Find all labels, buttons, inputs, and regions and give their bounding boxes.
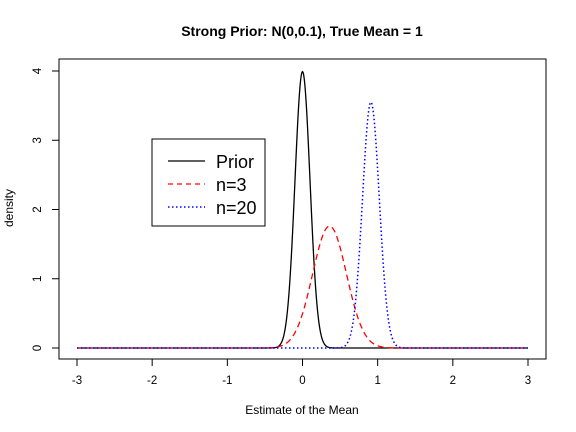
x-axis-label: Estimate of the Mean bbox=[245, 403, 358, 417]
chart-title: Strong Prior: N(0,0.1), True Mean = 1 bbox=[181, 23, 423, 39]
y-tick-label: 0 bbox=[32, 345, 44, 351]
x-tick-label: -3 bbox=[72, 375, 82, 387]
y-tick-label: 4 bbox=[32, 67, 44, 74]
x-tick-label: 0 bbox=[299, 375, 305, 387]
series-line-0 bbox=[77, 70, 528, 349]
y-tick-label: 3 bbox=[32, 137, 44, 143]
legend-entry-prior: Prior bbox=[216, 152, 254, 172]
y-axis: 0 1 2 3 4 bbox=[32, 67, 60, 351]
legend: Prior n=3 n=20 bbox=[151, 138, 266, 227]
series-line-1 bbox=[77, 225, 528, 349]
y-tick-label: 1 bbox=[32, 276, 44, 282]
x-tick-label: -2 bbox=[147, 375, 157, 387]
x-tick-label: 2 bbox=[450, 375, 456, 387]
series-group bbox=[77, 70, 528, 349]
x-tick-label: 3 bbox=[525, 375, 531, 387]
x-axis: -3 -2 -1 0 1 2 3 bbox=[72, 358, 531, 387]
legend-box bbox=[151, 138, 266, 227]
legend-entry-n20: n=20 bbox=[216, 198, 257, 218]
y-axis-label: density bbox=[2, 189, 16, 227]
x-tick-label: -1 bbox=[222, 375, 232, 387]
x-tick-label: 1 bbox=[374, 375, 380, 387]
legend-entry-n3: n=3 bbox=[216, 175, 247, 195]
series-line-2 bbox=[77, 101, 528, 349]
y-tick-label: 2 bbox=[32, 206, 44, 212]
